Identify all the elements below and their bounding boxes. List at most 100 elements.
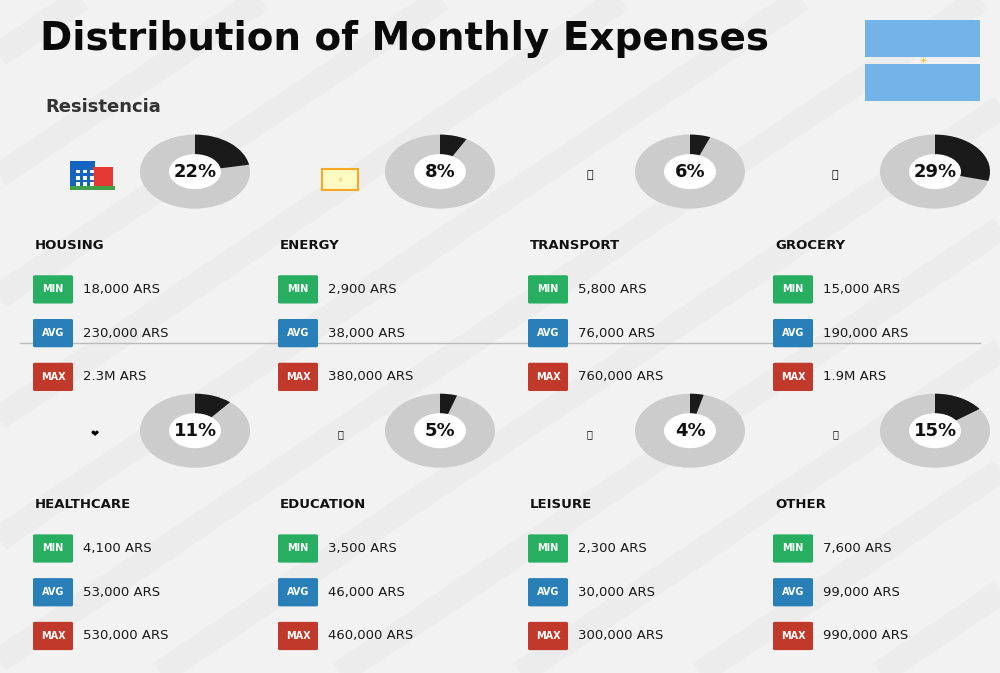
Text: 53,000 ARS: 53,000 ARS bbox=[83, 586, 160, 599]
FancyBboxPatch shape bbox=[773, 578, 813, 606]
Text: AVG: AVG bbox=[537, 328, 559, 338]
FancyBboxPatch shape bbox=[865, 20, 980, 57]
Text: ⚡: ⚡ bbox=[338, 176, 342, 182]
Text: GROCERY: GROCERY bbox=[775, 239, 845, 252]
Text: MAX: MAX bbox=[536, 631, 560, 641]
Text: 190,000 ARS: 190,000 ARS bbox=[823, 326, 908, 340]
Circle shape bbox=[414, 413, 466, 448]
Text: 46,000 ARS: 46,000 ARS bbox=[328, 586, 405, 599]
Bar bbox=[83, 182, 87, 186]
Text: MAX: MAX bbox=[536, 372, 560, 382]
Wedge shape bbox=[690, 135, 710, 158]
Text: MIN: MIN bbox=[42, 544, 64, 553]
Wedge shape bbox=[140, 394, 250, 468]
Text: 22%: 22% bbox=[173, 163, 217, 180]
Text: 👜: 👜 bbox=[832, 429, 838, 439]
Wedge shape bbox=[440, 394, 457, 417]
FancyBboxPatch shape bbox=[278, 578, 318, 606]
Text: MAX: MAX bbox=[286, 372, 310, 382]
Text: 5%: 5% bbox=[425, 422, 455, 439]
Circle shape bbox=[909, 154, 961, 189]
Text: 11%: 11% bbox=[173, 422, 217, 439]
Text: 990,000 ARS: 990,000 ARS bbox=[823, 629, 908, 643]
Wedge shape bbox=[935, 135, 990, 181]
Text: AVG: AVG bbox=[782, 588, 804, 597]
Wedge shape bbox=[440, 135, 466, 159]
Circle shape bbox=[909, 413, 961, 448]
FancyBboxPatch shape bbox=[528, 534, 568, 563]
FancyBboxPatch shape bbox=[278, 319, 318, 347]
FancyBboxPatch shape bbox=[278, 534, 318, 563]
Bar bbox=[70, 162, 95, 190]
Text: AVG: AVG bbox=[287, 588, 309, 597]
Text: 76,000 ARS: 76,000 ARS bbox=[578, 326, 655, 340]
Text: 18,000 ARS: 18,000 ARS bbox=[83, 283, 160, 296]
Wedge shape bbox=[635, 135, 745, 209]
Text: MIN: MIN bbox=[287, 285, 309, 294]
Text: MIN: MIN bbox=[782, 285, 804, 294]
Bar bbox=[93, 168, 113, 190]
Bar bbox=[76, 176, 80, 180]
FancyBboxPatch shape bbox=[773, 275, 813, 304]
Text: MIN: MIN bbox=[287, 544, 309, 553]
Bar bbox=[90, 170, 94, 174]
Wedge shape bbox=[195, 394, 230, 419]
Text: 15%: 15% bbox=[913, 422, 957, 439]
FancyBboxPatch shape bbox=[528, 275, 568, 304]
FancyBboxPatch shape bbox=[33, 363, 73, 391]
Text: EDUCATION: EDUCATION bbox=[280, 498, 366, 511]
FancyBboxPatch shape bbox=[33, 622, 73, 650]
Text: TRANSPORT: TRANSPORT bbox=[530, 239, 620, 252]
FancyBboxPatch shape bbox=[773, 319, 813, 347]
Text: 460,000 ARS: 460,000 ARS bbox=[328, 629, 413, 643]
Bar bbox=[76, 182, 80, 186]
Bar bbox=[76, 170, 80, 174]
FancyBboxPatch shape bbox=[528, 363, 568, 391]
Text: MAX: MAX bbox=[781, 631, 805, 641]
Text: 🛒: 🛒 bbox=[832, 170, 838, 180]
Text: 230,000 ARS: 230,000 ARS bbox=[83, 326, 168, 340]
Text: MAX: MAX bbox=[781, 372, 805, 382]
Text: MAX: MAX bbox=[41, 372, 65, 382]
Text: 🚌: 🚌 bbox=[587, 170, 593, 180]
Text: Resistencia: Resistencia bbox=[45, 98, 161, 116]
FancyBboxPatch shape bbox=[528, 622, 568, 650]
FancyBboxPatch shape bbox=[528, 578, 568, 606]
Text: 2,300 ARS: 2,300 ARS bbox=[578, 542, 647, 555]
Wedge shape bbox=[385, 394, 495, 468]
Wedge shape bbox=[880, 394, 990, 468]
Text: AVG: AVG bbox=[42, 328, 64, 338]
Text: OTHER: OTHER bbox=[775, 498, 826, 511]
Text: 29%: 29% bbox=[913, 163, 957, 180]
Wedge shape bbox=[140, 135, 250, 209]
Text: 38,000 ARS: 38,000 ARS bbox=[328, 326, 405, 340]
Text: 6%: 6% bbox=[675, 163, 705, 180]
Circle shape bbox=[664, 413, 716, 448]
Text: 2.3M ARS: 2.3M ARS bbox=[83, 370, 146, 384]
Text: 300,000 ARS: 300,000 ARS bbox=[578, 629, 663, 643]
FancyBboxPatch shape bbox=[278, 622, 318, 650]
Wedge shape bbox=[635, 394, 745, 468]
FancyBboxPatch shape bbox=[773, 363, 813, 391]
Wedge shape bbox=[935, 394, 979, 422]
Text: MIN: MIN bbox=[537, 544, 559, 553]
Text: 760,000 ARS: 760,000 ARS bbox=[578, 370, 663, 384]
Text: AVG: AVG bbox=[287, 328, 309, 338]
FancyBboxPatch shape bbox=[33, 534, 73, 563]
Circle shape bbox=[664, 154, 716, 189]
Text: 2,900 ARS: 2,900 ARS bbox=[328, 283, 397, 296]
Text: 🎓: 🎓 bbox=[337, 429, 343, 439]
Wedge shape bbox=[195, 135, 249, 169]
Text: 4%: 4% bbox=[675, 422, 705, 439]
Text: HOUSING: HOUSING bbox=[35, 239, 105, 252]
Text: 🛍️: 🛍️ bbox=[587, 429, 593, 439]
Bar bbox=[70, 186, 115, 190]
Bar bbox=[83, 176, 87, 180]
Text: MIN: MIN bbox=[537, 285, 559, 294]
Bar bbox=[90, 182, 94, 186]
Text: ENERGY: ENERGY bbox=[280, 239, 340, 252]
Text: 30,000 ARS: 30,000 ARS bbox=[578, 586, 655, 599]
Text: 1.9M ARS: 1.9M ARS bbox=[823, 370, 886, 384]
Text: Distribution of Monthly Expenses: Distribution of Monthly Expenses bbox=[40, 20, 769, 58]
Text: MAX: MAX bbox=[41, 631, 65, 641]
